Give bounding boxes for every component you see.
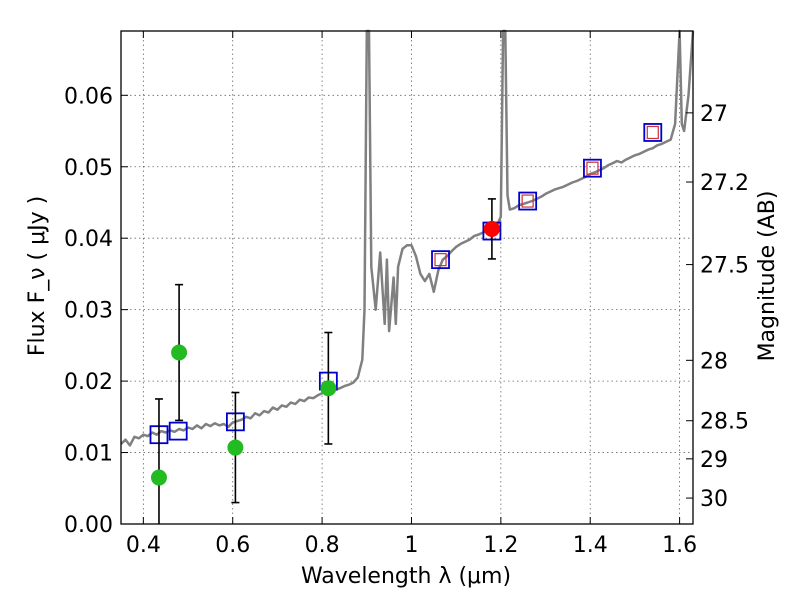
y2-tick-label: 29 [700,448,728,473]
model-photometry-square [431,250,450,270]
y-axis-label: Flux F_ν ( μJy ) [25,196,50,356]
x-tick-label: 0.6 [215,533,250,558]
y2-tick-label: 27.5 [700,254,749,279]
model-photometry-inner-square [586,161,599,175]
y-tick-label: 0.02 [64,370,113,395]
y2-tick-label: 28 [700,349,728,374]
grid-lines [121,31,693,525]
y-tick-label: 0.00 [64,513,113,538]
model-photometry-inner-square [521,194,534,208]
x-tick-label: 1.4 [573,533,608,558]
model-photometry-square [168,421,188,441]
y2-tick-label: 28.5 [700,410,749,435]
y2-tick-label: 30 [700,487,728,512]
observed-point [227,439,244,456]
observed-point [171,344,188,361]
x-tick-label: 0.4 [126,533,161,558]
x-tick-label: 1.6 [662,533,697,558]
y-tick-label: 0.05 [64,156,113,181]
model-photometry-inner-square [646,125,659,140]
observed-point [150,469,167,486]
y2-axis-label: Magnitude (AB) [755,191,780,362]
plot-frame [120,30,694,525]
model-photometry-square [518,191,538,211]
observed-point [320,380,337,397]
model-sed-layer [120,29,695,447]
model-photometry-square [643,123,663,142]
y-tick-label: 0.01 [64,442,113,467]
model-photometry-square [583,158,602,178]
model-photometry-inner-square [434,253,447,267]
photometry-markers [149,123,663,524]
y-tick-label: 0.06 [64,84,113,109]
y2-tick-label: 27.2 [700,171,749,196]
x-tick-label: 0.8 [305,533,340,558]
observed-point [483,220,500,237]
y-tick-label: 0.04 [64,227,113,252]
model-sed-line [120,29,695,447]
x-tick-label: 1.2 [483,533,518,558]
axis-ticks: 0.4 0.6 0.8 1 1.2 1.4 1.6 0.00 0.01 0.02 0.03 0.04 0… [64,31,749,558]
y2-tick-label: 27 [700,102,728,127]
x-axis-label: Wavelength λ (μm) [301,564,511,589]
x-tick-label: 1 [404,533,418,558]
y-tick-label: 0.03 [64,299,113,324]
